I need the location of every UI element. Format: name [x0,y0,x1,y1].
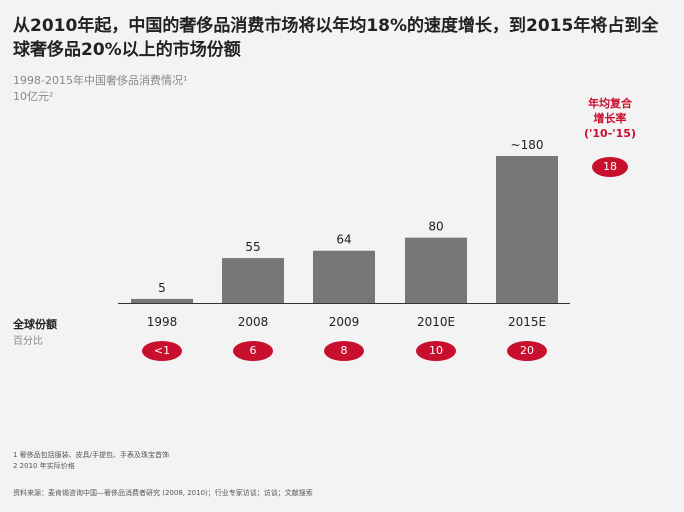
data-label: 64 [336,233,351,247]
data-label: 80 [428,220,443,234]
bar-2009 [313,250,375,303]
cagr-header: 年均复合 增长率 ('10-'15) [570,96,650,141]
source-note: 资料来源：麦肯锡咨询中国—奢侈品消费者研究 (2008, 2010)；行业专家访… [13,489,313,497]
share-value: 6 [233,341,273,361]
unit-label: 10亿元² [13,90,54,103]
cagr-period: ('10-'15) [584,127,636,140]
bar-chart: 5 1998 55 2008 64 2009 80 2010E ~180 2015E [118,138,570,329]
data-label: 5 [158,281,166,295]
bar-1998 [131,298,193,303]
x-tick-label: 2008 [238,315,269,329]
page-title: 从2010年起，中国的奢侈品消费市场将以年均18%的速度增长，到2015年将占到… [13,16,659,60]
share-value: 20 [507,341,547,361]
footnote: 1 奢侈品包括服装、皮具/手提包、手表及珠宝首饰 [13,451,170,459]
chart-subtitle: 1998-2015年中国奢侈品消费情况¹ [13,74,188,87]
x-tick-label: 1998 [147,315,178,329]
data-label: ~180 [511,138,544,152]
share-value: <1 [142,341,182,361]
x-tick-label: 2010E [417,315,455,329]
share-label: 全球份额 [13,318,57,331]
bar-2010E [405,237,467,303]
footnote: 2 2010 年实际价格 [13,462,75,470]
cagr-label: 年均复合 [588,97,632,110]
share-value: 10 [416,341,456,361]
cagr-label: 增长率 [593,112,627,125]
x-tick-label: 2015E [508,315,546,329]
bar-2015E [496,156,558,303]
bar-2008 [222,258,284,303]
x-tick-label: 2009 [329,315,360,329]
data-label: 55 [245,240,260,254]
share-value: 8 [324,341,364,361]
cagr-value: 18 [592,157,628,177]
share-unit: 百分比 [13,336,43,347]
